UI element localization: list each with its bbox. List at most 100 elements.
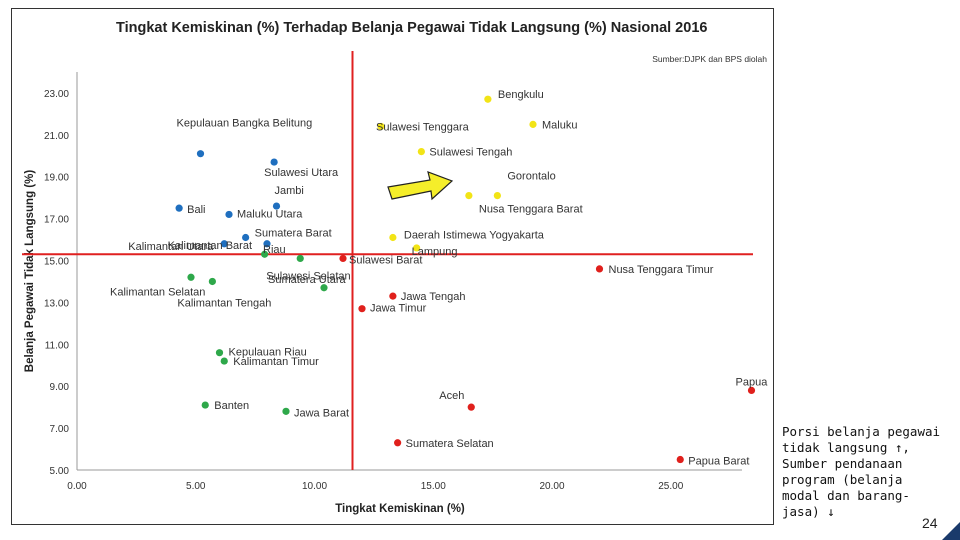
point-label: Riau <box>263 244 286 256</box>
point-label: Papua <box>736 376 769 388</box>
corner-decoration <box>942 522 960 540</box>
data-point <box>175 204 183 212</box>
scatter-chart: Tingkat Kemiskinan (%) Terhadap Belanja … <box>22 20 768 515</box>
data-point <box>529 120 537 128</box>
point-label: Maluku Utara <box>237 208 303 220</box>
point-label: Bali <box>187 204 205 216</box>
point-labels: Kepulauan Bangka Belitung Sulawesi Utara J… <box>110 89 768 467</box>
x-tick-label: 25.00 <box>658 481 683 492</box>
data-point <box>320 284 328 292</box>
data-point <box>484 95 492 103</box>
data-point <box>263 240 271 248</box>
point-label: Jawa Tengah <box>401 291 466 303</box>
highlight-arrow-icon <box>387 171 454 201</box>
data-point <box>242 233 250 242</box>
side-note-line: tidak langsung ↑, <box>782 440 910 455</box>
side-note-line: jasa) ↓ <box>782 504 835 519</box>
data-point <box>467 403 475 411</box>
data-point <box>595 265 604 273</box>
x-tick-label: 5.00 <box>186 481 206 492</box>
highlight-arrow <box>387 171 454 201</box>
chart-title: Tingkat Kemiskinan (%) Terhadap Belanja … <box>116 20 707 36</box>
data-point <box>413 244 421 252</box>
point-label: Kalimantan Selatan <box>110 286 205 298</box>
point-label: Maluku <box>542 119 577 131</box>
point-label: Nusa Tenggara Barat <box>479 204 583 216</box>
data-point <box>339 254 347 263</box>
x-axis-label: Tingkat Kemiskinan (%) <box>335 503 465 515</box>
point-label: Sulawesi Barat <box>349 254 422 266</box>
point-label: Kalimantan Tengah <box>177 297 271 309</box>
data-point <box>187 273 195 281</box>
data-point <box>220 357 228 365</box>
x-tick-label: 10.00 <box>302 481 327 492</box>
y-tick-label: 15.00 <box>44 257 69 268</box>
y-tick-label: 17.00 <box>44 215 69 226</box>
axes: 5.00 7.00 9.00 11.00 13.00 15.00 17.00 19.00 21.… <box>44 72 742 492</box>
data-point <box>282 407 290 415</box>
side-note-line: modal dan barang- <box>782 488 910 503</box>
y-tick-label: 7.00 <box>50 424 70 435</box>
side-note-line: program (belanja <box>782 472 903 487</box>
data-point <box>215 349 224 357</box>
point-label: Sulawesi Utara <box>264 167 339 179</box>
data-point <box>394 439 402 447</box>
data-point <box>417 148 425 156</box>
point-label: Lampung <box>412 246 458 258</box>
point-label: Gorontalo <box>507 171 555 183</box>
point-label: Kalimantan Barat <box>168 240 252 252</box>
data-point <box>208 277 216 286</box>
point-label: Jawa Timur <box>370 303 427 315</box>
reference-lines <box>22 51 753 470</box>
data-point <box>676 455 684 464</box>
point-label: Sulawesi Tengah <box>429 147 512 159</box>
y-tick-label: 11.00 <box>45 340 70 351</box>
data-point <box>272 202 281 210</box>
point-label: Kepulauan Riau <box>229 347 307 359</box>
data-point <box>389 292 397 300</box>
point-label: Kalimantan Utara <box>128 241 214 253</box>
side-note-line: Sumber pendanaan <box>782 456 903 471</box>
side-note-line: Porsi belanja pegawai <box>782 424 941 439</box>
source-note: Sumber:DJPK dan BPS diolah <box>652 54 767 64</box>
data-point <box>358 305 366 313</box>
data-point <box>377 122 385 131</box>
point-label: Aceh <box>439 390 464 402</box>
x-tick-label: 20.00 <box>539 481 564 492</box>
x-tick-label: 0.00 <box>67 481 87 492</box>
point-label: Sumatera Barat <box>255 227 332 239</box>
chart-frame: Tingkat Kemiskinan (%) Terhadap Belanja … <box>11 8 774 525</box>
y-tick-label: 19.00 <box>44 173 69 184</box>
point-label: Sumatera Selatan <box>406 438 494 450</box>
point-label: Banten <box>214 400 249 412</box>
data-point <box>225 210 233 219</box>
point-label: Jambi <box>275 185 304 197</box>
side-note: Porsi belanja pegawai tidak langsung ↑, … <box>782 424 942 520</box>
data-point <box>196 150 205 158</box>
x-tick-label: 15.00 <box>421 481 446 492</box>
data-point <box>296 254 304 263</box>
data-point <box>493 191 501 200</box>
data-point <box>220 240 228 248</box>
point-label: Jawa Barat <box>294 407 349 419</box>
point-label: Daerah Istimewa Yogyakarta <box>404 229 545 241</box>
y-tick-label: 21.00 <box>44 131 69 142</box>
data-point <box>270 158 278 166</box>
page-number: 24 <box>922 515 938 531</box>
data-points <box>175 95 756 464</box>
point-label: Kepulauan Bangka Belitung <box>177 118 313 130</box>
point-label: Sulawesi Tenggara <box>376 121 470 133</box>
data-point <box>389 233 397 242</box>
point-label: Sumatera Utara <box>268 274 347 286</box>
y-tick-label: 9.00 <box>50 382 70 393</box>
y-tick-label: 5.00 <box>50 466 70 477</box>
y-tick-label: 23.00 <box>44 89 69 100</box>
point-label: Nusa Tenggara Timur <box>609 264 714 276</box>
data-point <box>201 401 209 409</box>
y-tick-label: 13.00 <box>44 298 69 309</box>
y-axis-label: Belanja Pegawai Tidak Langsung (%) <box>24 170 36 373</box>
data-point <box>261 250 269 258</box>
data-point <box>747 386 756 394</box>
point-label: Kalimantan Timur <box>233 356 319 368</box>
point-label: Bengkulu <box>498 89 544 101</box>
